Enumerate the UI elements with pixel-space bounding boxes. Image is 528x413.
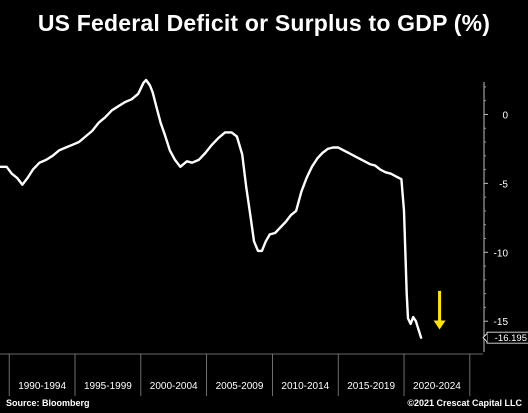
y-tick-label: -10 (494, 248, 509, 259)
plot-area (0, 78, 423, 339)
y-tick-label: -15 (494, 317, 509, 328)
x-period-label: 1995-1999 (84, 381, 132, 392)
x-period-label: 2020-2024 (413, 381, 461, 392)
x-period-label: 2015-2019 (347, 381, 395, 392)
x-axis: 1990-1994 1995-1999 2000-2004 2005-2009 2010… (0, 353, 483, 396)
last-value-label: -16.195 (495, 333, 527, 344)
last-value-pointer (482, 333, 488, 342)
x-period-label: 2005-2009 (216, 381, 264, 392)
down-arrow-head (433, 320, 446, 330)
annotations (433, 290, 446, 330)
source-label: Source: Bloomberg (6, 398, 90, 408)
x-period-label: 2010-2014 (281, 381, 329, 392)
y-axis: 0 -5 -10 -15 -16.195 (482, 82, 528, 352)
x-period-label: 1990-1994 (18, 381, 66, 392)
copyright-label: ©2021 Crescat Capital LLC (407, 398, 522, 408)
x-period-label: 2000-2004 (150, 381, 198, 392)
y-tick-label: 0 (502, 110, 508, 121)
chart-title: US Federal Deficit or Surplus to GDP (%) (37, 10, 491, 36)
y-tick-label: -5 (499, 179, 508, 190)
series-line-0 (0, 78, 423, 339)
